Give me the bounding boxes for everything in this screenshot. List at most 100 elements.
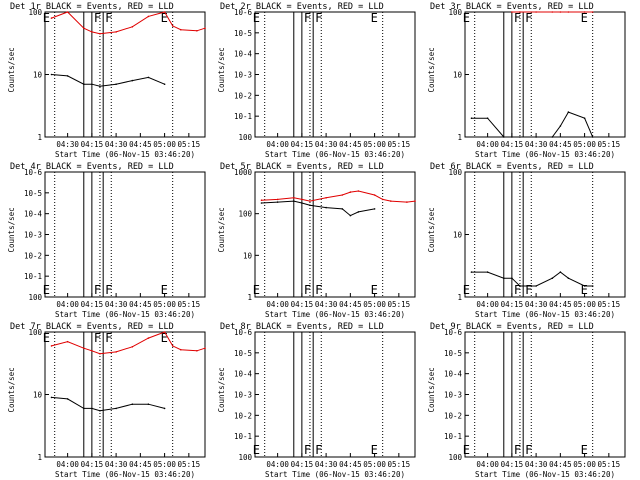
data-point [551, 277, 554, 280]
series-line-lld [261, 190, 416, 203]
x-tick-label: 05:15 [178, 300, 201, 309]
panel-7: Det 7r BLACK = Events, RED = LLD Counts/s… [7, 322, 206, 479]
x-tick-label: 04:00 [476, 300, 499, 309]
data-point [349, 214, 352, 217]
x-axis-label: Start Time (06-Nov-15 03:46:20) [55, 150, 195, 159]
y-tick-label: 1 [37, 453, 42, 462]
x-tick-label: 04:30 [315, 300, 338, 309]
y-tick-label: 10-1 [444, 432, 462, 441]
x-tick-label: 05:00 [573, 460, 596, 469]
time-marker-e: E [43, 331, 50, 345]
x-tick-label: 04:45 [339, 460, 362, 469]
time-marker-e: E [43, 283, 50, 297]
y-tick-label: 10 [33, 391, 43, 400]
x-tick-label: 04:15 [291, 300, 314, 309]
data-point [470, 117, 473, 119]
data-point [357, 190, 360, 192]
data-point [519, 11, 521, 13]
time-marker-f: F [94, 11, 101, 25]
data-point [131, 403, 134, 406]
data-point [535, 136, 537, 138]
data-point [260, 199, 263, 201]
time-marker-e: E [253, 11, 260, 25]
x-tick-label: 05:15 [178, 140, 201, 149]
x-axis-label: Start Time (06-Nov-15 03:46:20) [475, 150, 615, 159]
panel-title: Det 3r BLACK = Events, RED = LLD [430, 2, 594, 12]
panel-6: Det 6r BLACK = Events, RED = LLD Counts/s… [427, 162, 626, 319]
data-point [511, 136, 513, 138]
x-tick-label: 04:45 [549, 300, 572, 309]
data-point [147, 76, 150, 79]
time-marker-f: F [304, 443, 311, 457]
x-tick-label: 04:15 [501, 300, 524, 309]
data-point [91, 350, 93, 352]
data-point [551, 11, 554, 13]
x-tick-label: 04:00 [266, 460, 289, 469]
data-point [131, 26, 134, 28]
data-point [519, 136, 521, 138]
y-tick-label: 10-4 [234, 370, 253, 379]
x-tick-label: 04:30 [105, 300, 128, 309]
y-axis-label: Counts/sec [427, 47, 436, 92]
data-point [115, 83, 117, 85]
y-tick-label: 10-4 [24, 210, 43, 219]
data-point [115, 31, 117, 33]
data-point [406, 201, 408, 203]
data-point [131, 79, 134, 82]
data-point [486, 117, 489, 119]
time-marker-f: F [315, 11, 322, 25]
plot-frame [254, 171, 416, 298]
panel-title: Det 9r BLACK = Events, RED = LLD [430, 322, 594, 332]
x-tick-label: 04:45 [549, 140, 572, 149]
time-marker-f: F [105, 11, 112, 25]
y-tick-label: 10-6 [234, 8, 253, 17]
data-point [591, 136, 594, 138]
data-point [66, 11, 69, 13]
x-tick-label: 04:00 [266, 140, 289, 149]
data-point [91, 83, 93, 85]
x-tick-label: 05:00 [153, 140, 176, 149]
data-point [99, 85, 101, 87]
y-tick-label: 10 [243, 251, 253, 260]
panel-title: Det 8r BLACK = Events, RED = LLD [220, 322, 384, 332]
data-point [503, 277, 505, 280]
data-point [99, 32, 101, 35]
y-tick-label: 100 [448, 168, 462, 177]
y-tick-label: 1 [37, 133, 42, 142]
data-point [381, 198, 384, 201]
x-axis-label: Start Time (06-Nov-15 03:46:20) [55, 470, 195, 479]
y-tick-label: 10-4 [444, 370, 463, 379]
data-point [325, 197, 327, 199]
x-tick-label: 04:00 [56, 460, 79, 469]
x-axis-label: Start Time (06-Nov-15 03:46:20) [265, 150, 405, 159]
y-tick-label: 10-3 [444, 391, 462, 400]
time-marker-f: F [304, 283, 311, 297]
data-point [276, 198, 279, 201]
data-point [83, 347, 85, 350]
data-point [115, 407, 117, 410]
y-axis-label: Counts/sec [7, 207, 16, 252]
data-point [301, 198, 303, 201]
x-tick-label: 05:15 [598, 300, 621, 309]
time-marker-f: F [525, 443, 532, 457]
y-tick-label: 10-5 [444, 349, 462, 358]
x-tick-label: 04:15 [81, 140, 104, 149]
x-tick-label: 04:30 [525, 460, 548, 469]
x-tick-label: 05:00 [153, 460, 176, 469]
y-tick-label: 10-5 [234, 349, 252, 358]
data-point [293, 200, 295, 202]
time-marker-e: E [43, 11, 50, 25]
data-point [591, 285, 594, 287]
data-point [204, 27, 206, 30]
panel-title: Det 2r BLACK = Events, RED = LLD [220, 2, 384, 12]
x-tick-label: 05:15 [388, 140, 411, 149]
time-marker-f: F [514, 443, 521, 457]
time-marker-f: F [525, 283, 532, 297]
y-tick-label: 10-2 [444, 411, 462, 420]
data-point [204, 347, 206, 350]
data-point [470, 271, 473, 273]
data-point [583, 117, 586, 119]
y-tick-label: 10-1 [234, 432, 252, 441]
data-point [535, 11, 537, 13]
x-axis-label: Start Time (06-Nov-15 03:46:20) [265, 310, 405, 319]
